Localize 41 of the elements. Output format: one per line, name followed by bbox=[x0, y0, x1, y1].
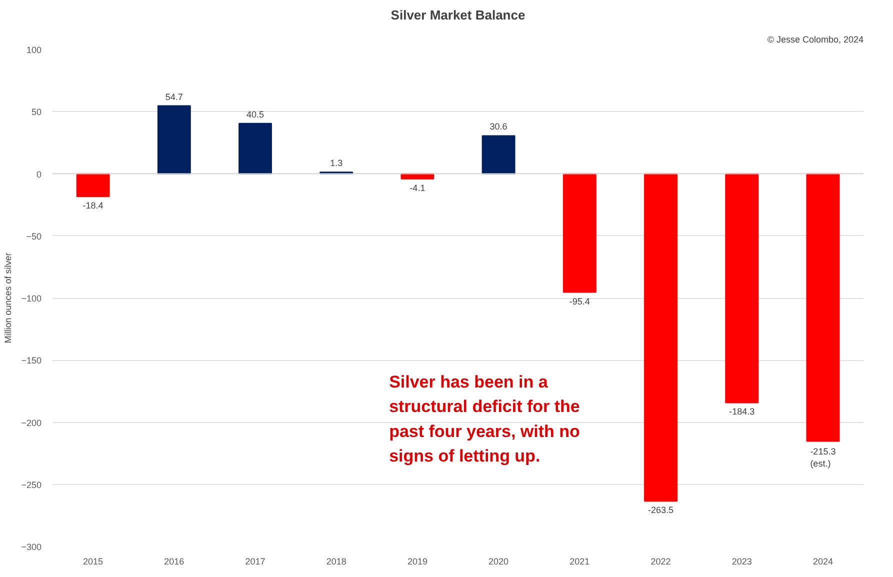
chart-title: Silver Market Balance bbox=[390, 8, 526, 22]
x-tick-label: 2018 bbox=[326, 556, 346, 566]
data-label: 1.3 bbox=[330, 158, 343, 168]
data-label: -184.3 bbox=[729, 406, 755, 417]
y-tick-label: 50 bbox=[31, 107, 42, 118]
x-tick-label: 2023 bbox=[732, 556, 752, 566]
y-tick-label: 0 bbox=[36, 169, 42, 180]
y-tick-label: −250 bbox=[21, 480, 42, 490]
x-tick-label: 2019 bbox=[407, 556, 428, 566]
y-tick-label: −300 bbox=[21, 542, 42, 552]
data-label: -18.4 bbox=[82, 200, 104, 211]
data-label: -4.1 bbox=[410, 182, 426, 193]
data-label: -95.4 bbox=[569, 296, 590, 306]
data-label: 30.6 bbox=[490, 122, 508, 132]
y-tick-label: −100 bbox=[21, 294, 42, 304]
data-label: 54.7 bbox=[165, 92, 183, 102]
bar bbox=[482, 135, 516, 174]
annotation: Silver has been in a structural deficit for the past four years, with no signs of letting up. bbox=[389, 372, 580, 466]
bar bbox=[157, 105, 191, 174]
bar bbox=[562, 173, 596, 293]
x-tick-label: 2020 bbox=[488, 556, 509, 566]
x-tick-label: 2017 bbox=[245, 556, 266, 566]
x-tick-label: 2022 bbox=[650, 556, 671, 566]
data-label: -215.3 (est.) bbox=[810, 446, 836, 468]
bar bbox=[725, 173, 759, 404]
x-tick-label: 2024 bbox=[812, 556, 833, 566]
y-axis-title: Million ounces of silver bbox=[3, 252, 14, 344]
bar bbox=[238, 122, 272, 174]
x-tick-label: 2021 bbox=[570, 556, 590, 566]
y-tick-label: −200 bbox=[21, 418, 42, 428]
y-tick-label: 100 bbox=[26, 45, 42, 55]
y-tick-label: −50 bbox=[26, 231, 42, 242]
text: © Jesse Colombo, 2024 bbox=[767, 34, 864, 44]
x-tick-label: 2016 bbox=[164, 556, 184, 566]
bar bbox=[644, 173, 678, 502]
data-label: 40.5 bbox=[246, 109, 264, 120]
y-tick-label: −150 bbox=[21, 356, 42, 366]
data-label: -263.5 bbox=[648, 505, 674, 516]
bar bbox=[806, 173, 840, 442]
bar bbox=[76, 173, 110, 198]
x-tick-label: 2015 bbox=[83, 556, 104, 566]
